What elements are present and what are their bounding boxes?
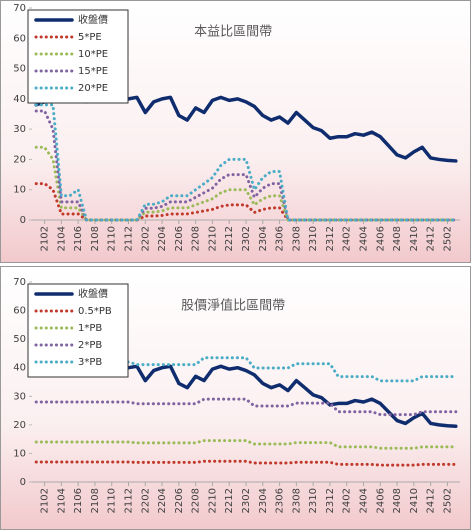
x-tick-label: 2208	[191, 488, 202, 513]
x-tick-label: 2312	[325, 488, 336, 513]
x-tick-label: 2110	[107, 226, 118, 251]
x-tick-label: 2204	[157, 226, 168, 251]
x-tick-label: 2206	[174, 226, 185, 251]
x-tick-label: 2502	[442, 488, 453, 513]
x-tick-label: 2410	[409, 226, 420, 251]
x-tick-label: 2402	[342, 226, 353, 251]
x-tick-label: 2102	[40, 226, 51, 251]
band-line	[34, 459, 458, 467]
y-tick-label: 70	[13, 3, 26, 14]
x-tick-label: 2406	[375, 488, 386, 513]
x-tick-label: 2410	[409, 488, 420, 513]
legend-label: 0.5*PB	[78, 306, 112, 317]
x-tick-label: 2112	[124, 226, 135, 251]
band-line	[34, 103, 458, 222]
x-tick-label: 2306	[275, 488, 286, 513]
x-tick-label: 2304	[258, 488, 269, 513]
band-line	[34, 439, 458, 450]
x-tick-label: 2310	[308, 226, 319, 251]
legend-box	[27, 9, 129, 104]
x-tick-label: 2412	[426, 226, 437, 251]
legend-label: 15*PE	[78, 66, 108, 77]
y-tick-label: 20	[13, 420, 26, 431]
legend-label: 1*PB	[78, 323, 102, 334]
y-tick-label: 40	[13, 94, 26, 105]
x-tick-label: 2408	[392, 226, 403, 251]
legend-label: 10*PE	[78, 49, 108, 60]
y-tick-label: 70	[13, 277, 26, 288]
legend-label: 20*PE	[78, 83, 108, 94]
x-tick-label: 2302	[241, 488, 252, 513]
x-tick-label: 2308	[291, 488, 302, 513]
x-tick-label: 2108	[90, 226, 101, 251]
x-tick-label: 2312	[325, 226, 336, 251]
legend-label: 3*PB	[78, 357, 102, 368]
x-tick-label: 2412	[426, 488, 437, 513]
x-tick-label: 2104	[56, 488, 67, 513]
y-tick-label: 60	[13, 306, 26, 317]
x-tick-label: 2402	[342, 488, 353, 513]
x-tick-label: 2404	[358, 488, 369, 513]
chart-title: 本益比區間帶	[194, 25, 272, 40]
x-tick-label: 2306	[275, 226, 286, 251]
x-tick-label: 2210	[207, 226, 218, 251]
legend-label: 2*PB	[78, 340, 102, 351]
x-tick-label: 2108	[90, 488, 101, 513]
y-tick-label: 40	[13, 363, 26, 374]
y-tick-label: 0	[20, 477, 26, 488]
x-tick-label: 2110	[107, 488, 118, 513]
x-tick-label: 2406	[375, 226, 386, 251]
x-tick-label: 2404	[358, 226, 369, 251]
x-tick-label: 2206	[174, 488, 185, 513]
legend-box	[27, 283, 129, 378]
y-tick-label: 50	[13, 334, 26, 345]
x-tick-label: 2112	[124, 488, 135, 513]
x-tick-label: 2310	[308, 488, 319, 513]
x-tick-label: 2106	[73, 488, 84, 513]
legend-label: 收盤價	[78, 13, 108, 26]
y-tick-label: 60	[13, 33, 26, 44]
x-tick-label: 2106	[73, 226, 84, 251]
x-tick-label: 2212	[224, 226, 235, 251]
x-tick-label: 2210	[207, 488, 218, 513]
y-tick-label: 50	[13, 64, 26, 75]
x-tick-label: 2102	[40, 488, 51, 513]
chart-title: 股價淨值比區間帶	[181, 298, 285, 314]
x-tick-label: 2408	[392, 488, 403, 513]
y-tick-label: 0	[20, 215, 26, 226]
x-tick-label: 2212	[224, 488, 235, 513]
x-tick-label: 2104	[56, 226, 67, 251]
band-line	[34, 397, 458, 417]
x-tick-label: 2308	[291, 226, 302, 251]
legend-label: 5*PE	[78, 32, 102, 43]
x-tick-label: 2202	[140, 226, 151, 251]
y-tick-label: 30	[13, 391, 26, 402]
y-tick-label: 30	[13, 124, 26, 135]
x-tick-label: 2204	[157, 488, 168, 513]
x-tick-label: 2208	[191, 226, 202, 251]
y-tick-label: 20	[13, 154, 26, 165]
y-tick-label: 10	[13, 448, 26, 459]
y-tick-label: 10	[13, 185, 26, 196]
x-tick-label: 2304	[258, 226, 269, 251]
x-tick-label: 2502	[442, 226, 453, 251]
x-tick-label: 2302	[241, 226, 252, 251]
x-tick-label: 2202	[140, 488, 151, 513]
legend-label: 收盤價	[78, 287, 108, 300]
